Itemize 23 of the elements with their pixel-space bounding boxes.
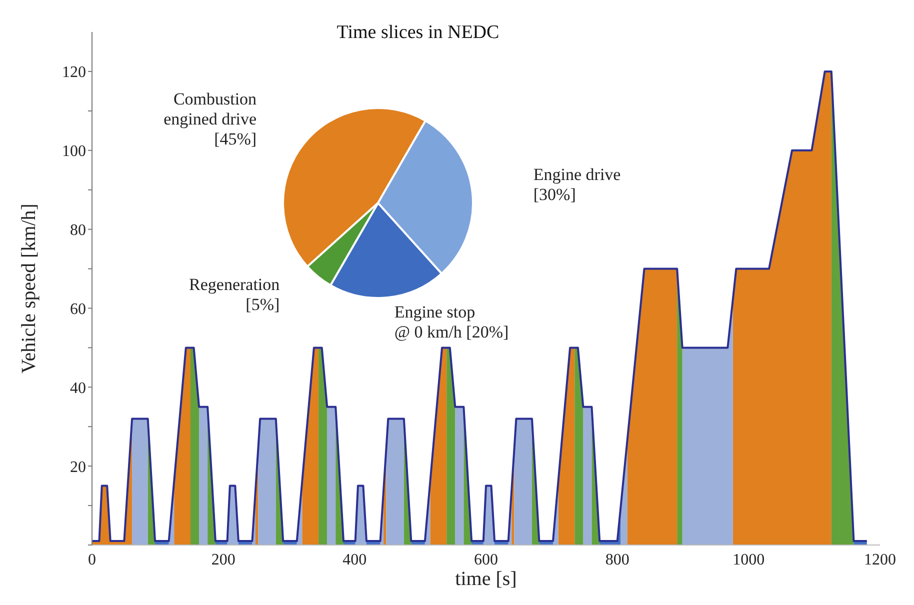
y-tick-label: 60 (70, 300, 86, 318)
x-tick-label: 1200 (864, 551, 896, 568)
data-label: [5%] (246, 295, 280, 314)
x-tick-label: 200 (211, 551, 236, 568)
slice-label: Engine stop @ 0 km/h [20%] (394, 302, 509, 342)
data-label: [45%] (214, 129, 257, 148)
y-tick-label: 40 (70, 380, 86, 397)
y-tick-label: 100 (62, 143, 86, 160)
slice-label: Regeneration (189, 275, 280, 294)
x-tick-label: 0 (88, 551, 96, 568)
x-tick-label: 1000 (732, 551, 765, 568)
y-tick-label: 80 (70, 222, 86, 239)
slice-label: Combustion engined drive (164, 89, 258, 128)
data-label: [30%] (533, 184, 576, 204)
x-tick-label: 400 (342, 551, 367, 568)
x-axis-title: time [s] (455, 568, 517, 590)
slice-label: Engine drive (533, 164, 621, 184)
y-axis-title: Vehicle speed [km/h] (18, 204, 40, 374)
y-tick-label: 120 (62, 64, 86, 82)
x-tick-label: 800 (605, 551, 630, 568)
x-tick-label: 600 (474, 551, 498, 568)
y-tick-label: 20 (70, 458, 86, 476)
chart-title: Time slices in NEDC (336, 22, 500, 44)
